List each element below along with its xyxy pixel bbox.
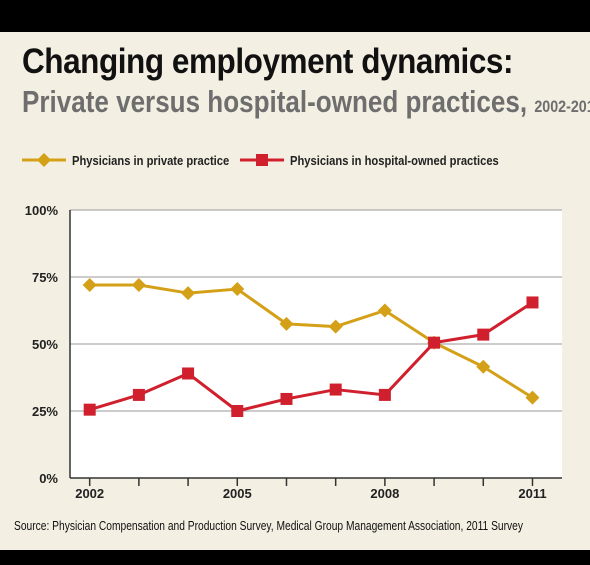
series-1-point-9 <box>526 296 539 309</box>
series-1-point-4 <box>280 392 293 405</box>
y-tick-label-0: 0% <box>39 471 58 486</box>
series-1-point-5 <box>329 383 342 396</box>
x-tick-label-1: 2005 <box>223 486 252 501</box>
series-0-point-4 <box>279 316 294 331</box>
series-1-point-0 <box>83 403 96 416</box>
series-0-point-1 <box>131 278 146 293</box>
series-1-point-7 <box>428 336 441 349</box>
chart-subtitle: Private versus hospital-owned practices,… <box>22 84 590 120</box>
series-1-point-1 <box>132 388 145 401</box>
x-tick-label-2: 2008 <box>370 486 399 501</box>
series-0-point-9 <box>525 390 540 405</box>
legend: Physicians in private practice Physician… <box>22 150 582 170</box>
legend-label-private: Physicians in private practice <box>72 152 230 168</box>
legend-label-hospital: Physicians in hospital-owned practices <box>290 152 499 168</box>
series-0-point-6 <box>377 303 392 318</box>
series-0-point-0 <box>82 278 97 293</box>
subtitle-year-range: 2002-2011 <box>534 97 590 116</box>
legend-item-hospital: Physicians in hospital-owned practices <box>240 150 533 170</box>
legend-swatch-hospital <box>240 154 284 166</box>
y-tick-label-4: 100% <box>25 203 59 218</box>
x-tick-label-0: 2002 <box>75 486 104 501</box>
legend-marker-hospital <box>256 154 268 166</box>
chart-panel: Changing employment dynamics: Private ve… <box>0 32 590 550</box>
y-tick-label-2: 50% <box>32 337 58 352</box>
series-1-point-8 <box>477 328 490 341</box>
series-0-point-5 <box>328 319 343 334</box>
source-note: Source: Physician Compensation and Produ… <box>14 519 523 533</box>
x-tick-label-3: 2011 <box>518 486 546 501</box>
legend-swatch-private <box>22 153 66 167</box>
line-chart: 0% 25% 50% 75% 100% 2002 2005 2008 2011 <box>25 203 562 501</box>
y-tick-label-3: 75% <box>32 270 58 285</box>
series-line-0 <box>89 283 534 399</box>
legend-marker-private <box>37 153 51 167</box>
subtitle-text: Private versus hospital-owned practices, <box>22 84 528 119</box>
series-0-point-3 <box>230 282 245 297</box>
chart-title: Changing employment dynamics: <box>22 42 514 81</box>
series-0-point-2 <box>181 286 196 301</box>
series-1-point-6 <box>378 388 391 401</box>
series-1-point-3 <box>231 405 244 417</box>
y-tick-label-1: 25% <box>32 404 58 419</box>
series-line-1 <box>89 301 534 413</box>
legend-item-private: Physicians in private practice <box>22 150 255 170</box>
series-1-point-2 <box>182 367 195 380</box>
series-0-point-8 <box>476 359 491 374</box>
